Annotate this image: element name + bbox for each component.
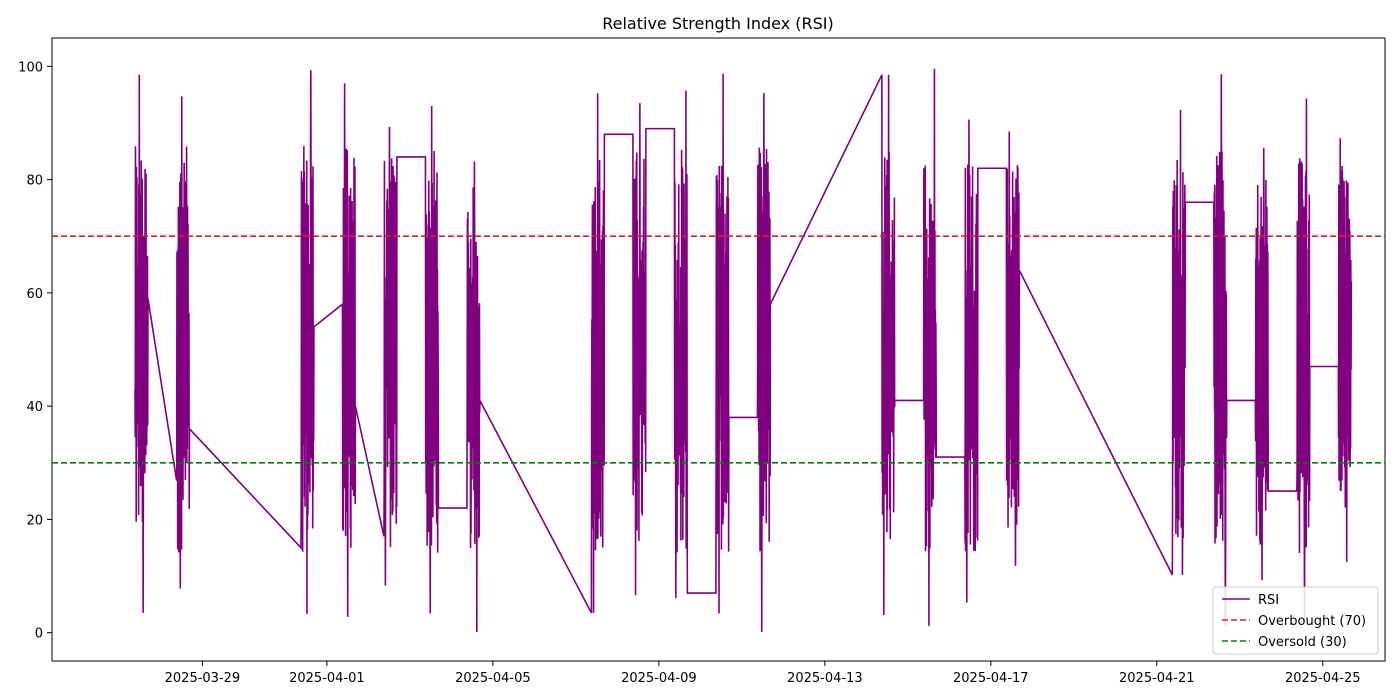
rsi-line	[134, 68, 1353, 633]
legend-label: RSI	[1258, 593, 1279, 608]
y-tick-label: 20	[26, 513, 43, 528]
y-tick-label: 40	[26, 400, 43, 415]
y-axis: 0 20 40 60 80 100	[18, 60, 52, 642]
x-tick-label: 2025-04-25	[1285, 671, 1361, 686]
x-tick-label: 2025-04-09	[621, 671, 697, 686]
legend-box	[1212, 586, 1379, 655]
x-tick-label: 2025-04-21	[1119, 671, 1195, 686]
y-tick-label: 60	[26, 287, 43, 302]
x-tick-label: 2025-04-17	[953, 671, 1029, 686]
chart-title: Relative Strength Index (RSI)	[602, 14, 834, 33]
y-tick-label: 0	[35, 627, 43, 642]
legend: RSI Overbought (70) Oversold (30)	[1212, 586, 1379, 655]
series-layer	[52, 68, 1385, 633]
y-tick-label: 100	[18, 60, 43, 75]
x-tick-label: 2025-03-29	[165, 671, 241, 686]
legend-label: Oversold (30)	[1258, 635, 1347, 650]
plot-area-frame	[51, 37, 1386, 662]
x-tick-label: 2025-04-05	[455, 671, 531, 686]
x-tick-label: 2025-04-01	[289, 671, 365, 686]
legend-label: Overbought (70)	[1258, 614, 1366, 629]
x-tick-label: 2025-04-13	[787, 671, 863, 686]
x-axis: 2025-03-29 2025-04-01 2025-04-05 2025-04-09…	[165, 661, 1361, 686]
y-tick-label: 80	[26, 174, 43, 189]
